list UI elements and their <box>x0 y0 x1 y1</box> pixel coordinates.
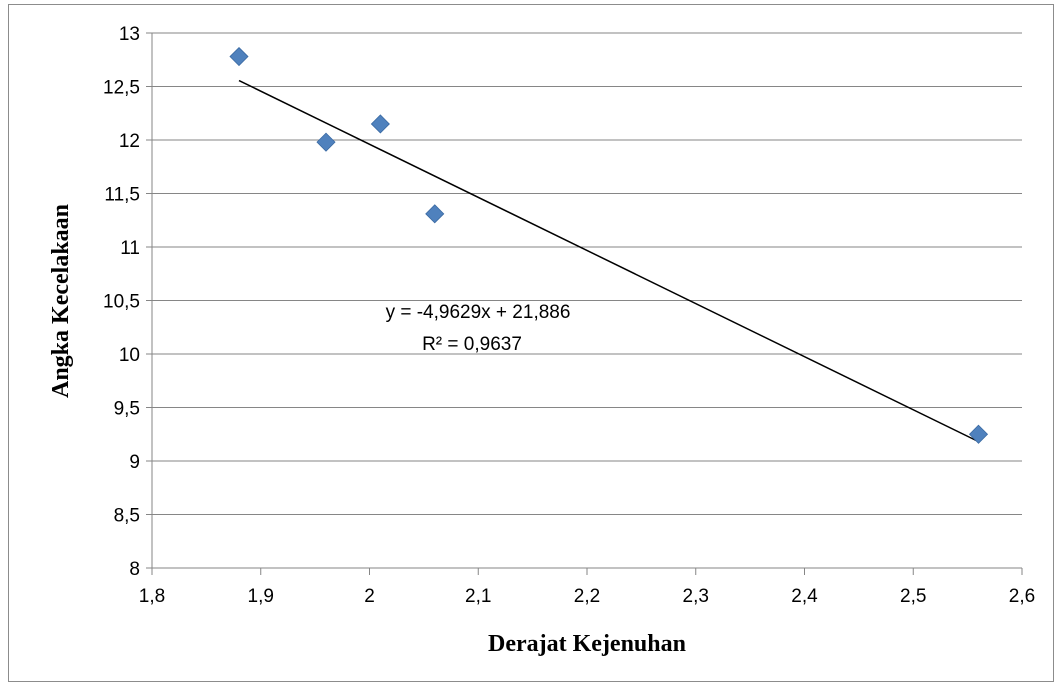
y-tick-label: 11 <box>120 238 140 259</box>
y-tick-labels: 8 8,5 9 9,5 10 10,5 11 11,5 12 12,5 13 <box>103 24 140 580</box>
y-tick-label: 12 <box>119 131 140 152</box>
x-tick-labels: 1,8 1,9 2 2,1 2,2 2,3 2,4 2,5 2,6 <box>139 586 1035 607</box>
x-tick-label: 1,8 <box>139 586 165 607</box>
y-tick-label: 8,5 <box>114 506 140 527</box>
trendline-group <box>238 79 979 443</box>
y-tick-label: 12,5 <box>103 78 140 99</box>
x-tick-label: 2 <box>364 586 375 607</box>
x-tick-label: 2,1 <box>465 586 491 607</box>
x-tick-label: 2,6 <box>1009 586 1035 607</box>
gridlines <box>152 32 1022 515</box>
data-point <box>370 114 390 134</box>
x-tick-label: 1,9 <box>248 586 274 607</box>
y-tick-label: 9 <box>129 452 140 473</box>
y-tick-label: 11,5 <box>104 185 140 206</box>
axes <box>146 32 1023 575</box>
data-point <box>425 204 445 224</box>
trendline-r-squared: R² = 0,9637 <box>422 334 522 355</box>
x-axis-title: Derajat Kejenuhan <box>488 631 686 657</box>
data-point <box>229 46 249 67</box>
y-tick-label: 13 <box>119 24 140 45</box>
trendline-equation: y = -4,9629x + 21,886 <box>386 302 571 323</box>
y-tick-label: 9,5 <box>114 399 140 420</box>
x-tick-label: 2,4 <box>791 586 818 607</box>
y-tick-label: 8 <box>129 559 140 580</box>
y-tick-label: 10 <box>119 345 140 366</box>
y-axis-title: Angka Kecelakaan <box>48 204 74 398</box>
x-tick-label: 2,3 <box>683 586 709 607</box>
x-tick-label: 2,2 <box>574 586 600 607</box>
y-tick-label: 10,5 <box>103 292 140 313</box>
data-points <box>229 46 989 444</box>
x-tick-label: 2,5 <box>900 586 926 607</box>
trendline <box>238 79 979 443</box>
chart-frame <box>8 4 1054 682</box>
data-point <box>968 424 989 444</box>
data-point <box>316 132 336 152</box>
